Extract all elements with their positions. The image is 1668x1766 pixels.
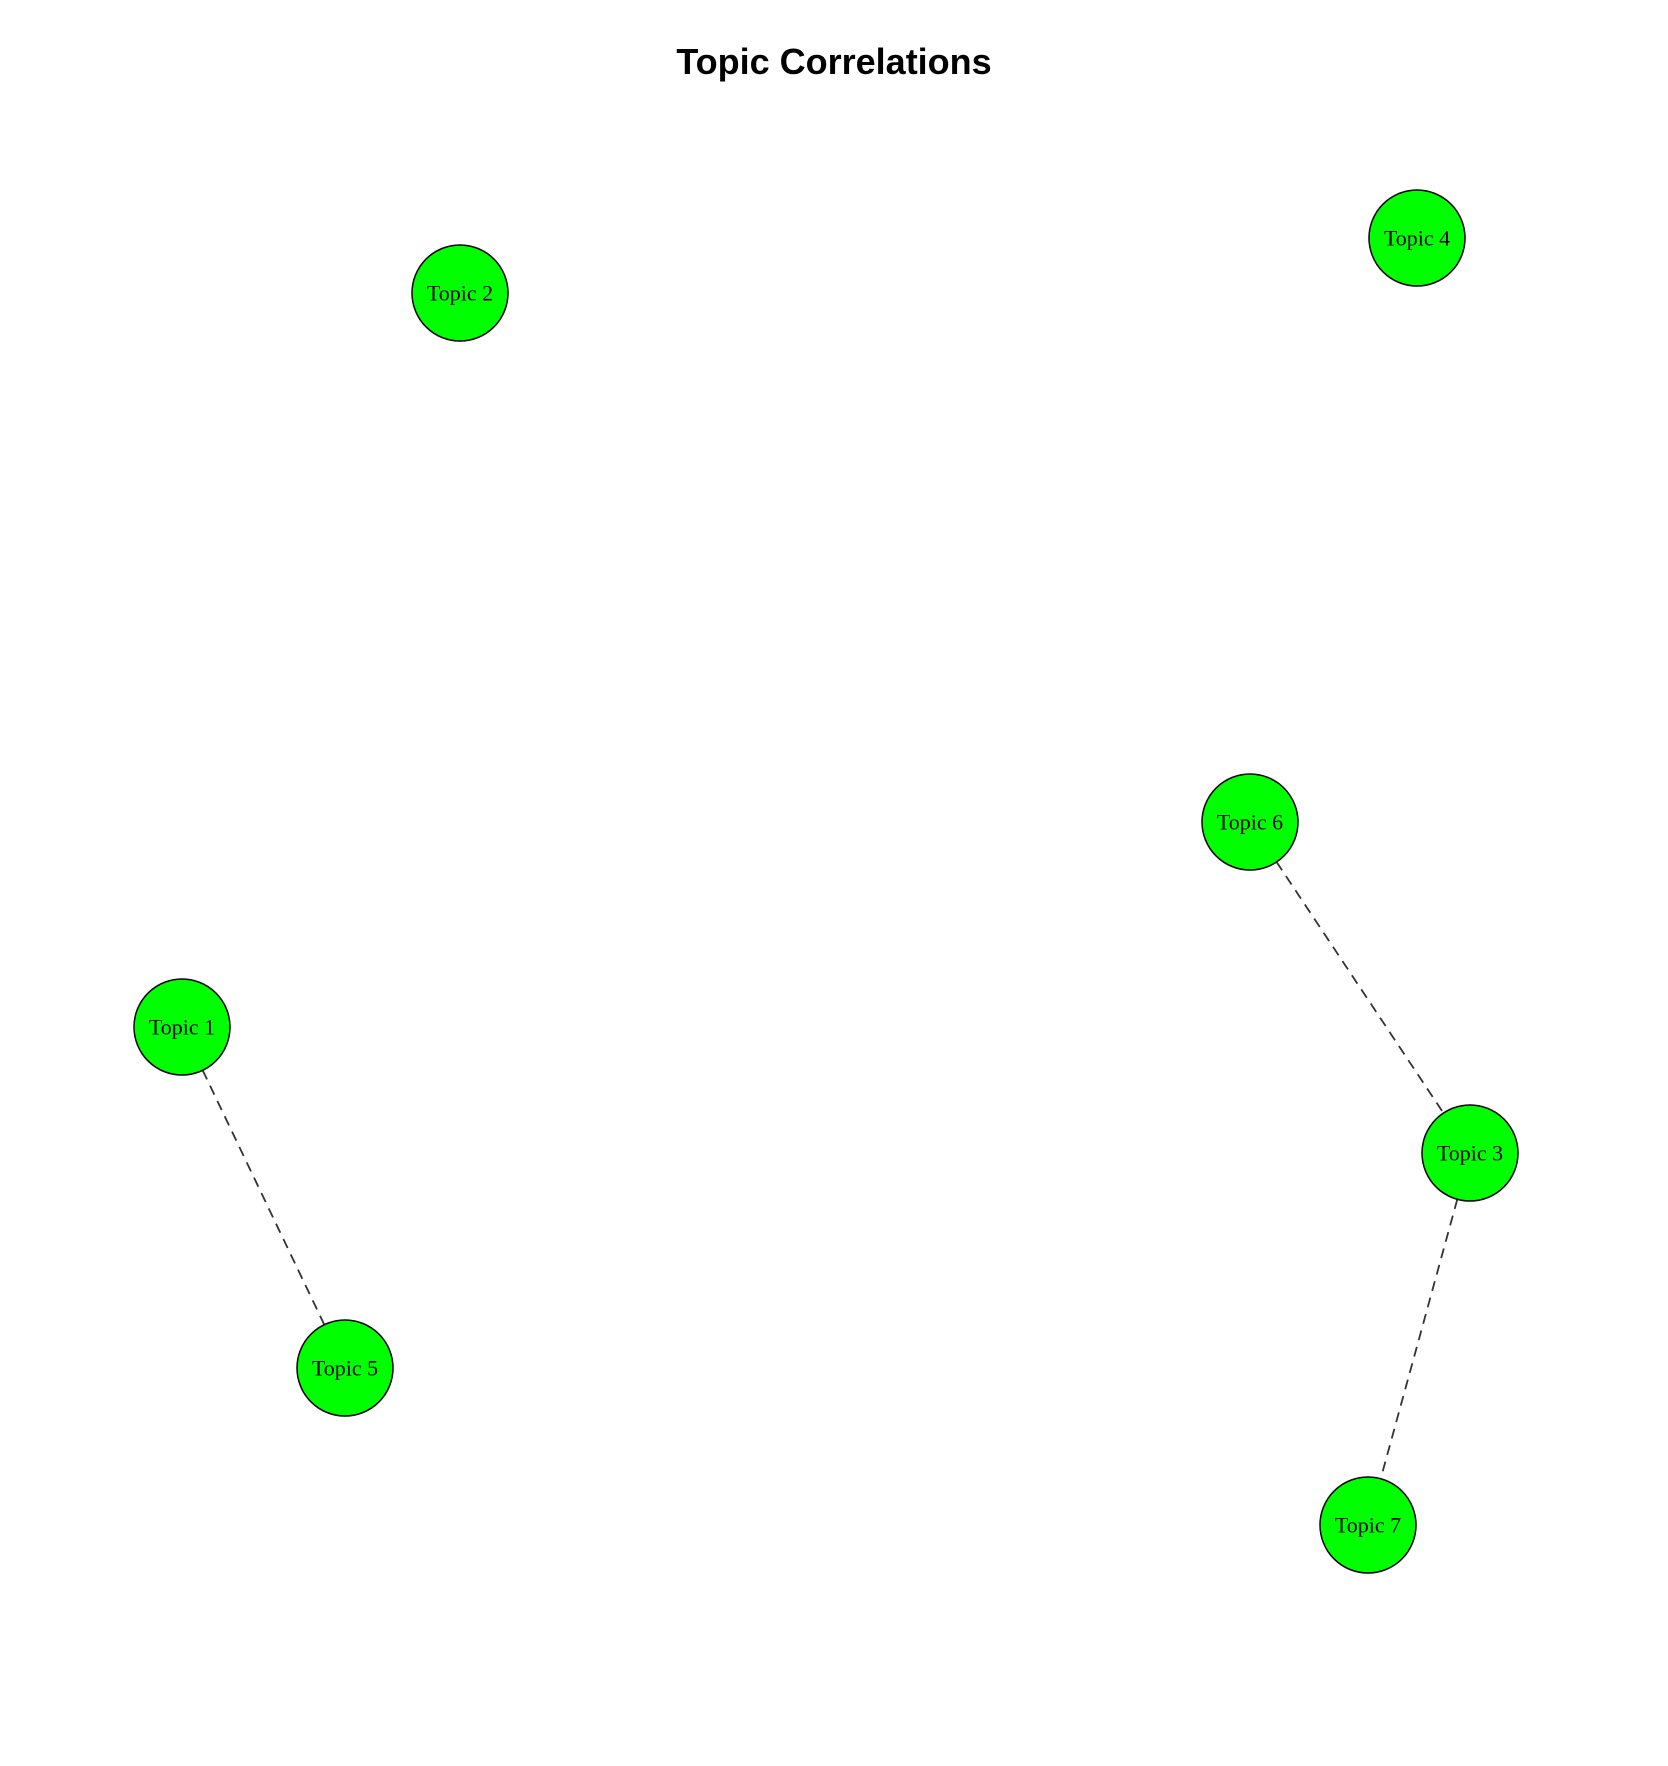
node-circle [1319,1476,1417,1574]
node-topic-3[interactable]: Topic 3 [1421,1104,1519,1202]
node-circle [133,978,231,1076]
node-circle [1421,1104,1519,1202]
node-label: Topic 4 [1384,226,1450,251]
node-label: Topic 6 [1217,810,1283,835]
node-topic-2[interactable]: Topic 2 [411,244,509,342]
chart-title: Topic Correlations [676,41,991,82]
node-circle [1201,773,1299,871]
node-circle [411,244,509,342]
node-topic-7[interactable]: Topic 7 [1319,1476,1417,1574]
node-circle [296,1319,394,1417]
node-label: Topic 5 [312,1356,378,1381]
edge-topic-3-topic-7 [1379,1199,1459,1479]
edge-topic-1-topic-5 [201,1069,326,1326]
node-label: Topic 1 [149,1015,215,1040]
node-label: Topic 2 [427,281,493,306]
node-label: Topic 7 [1335,1513,1401,1538]
node-topic-6[interactable]: Topic 6 [1201,773,1299,871]
node-circle [1368,189,1466,287]
node-topic-5[interactable]: Topic 5 [296,1319,394,1417]
node-label: Topic 3 [1437,1141,1503,1166]
node-topic-1[interactable]: Topic 1 [133,978,231,1076]
node-topic-4[interactable]: Topic 4 [1368,189,1466,287]
edges-layer [201,861,1459,1479]
nodes-layer: Topic 1 Topic 2 Topic 3 Topic 4 Topic 5 … [133,189,1519,1574]
